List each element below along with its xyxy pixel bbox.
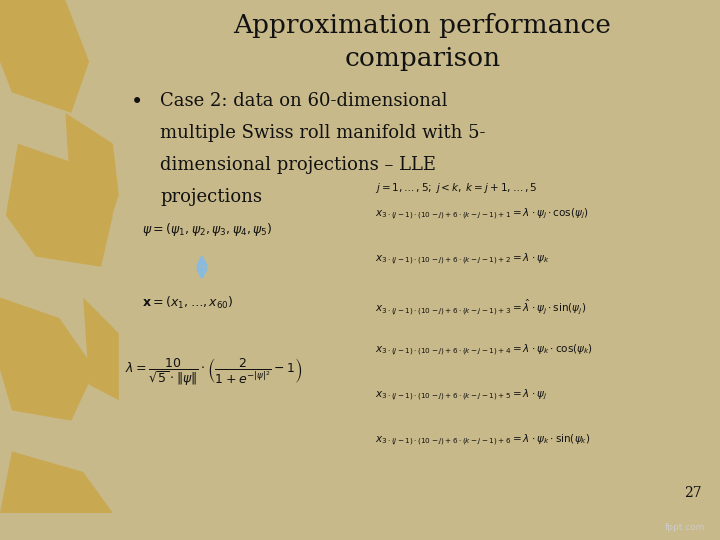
Polygon shape [0, 298, 95, 421]
Text: $x_{3\cdot(j-1)\cdot(10-j)+6\cdot(k-j-1)+5} = \lambda\cdot\psi_j$: $x_{3\cdot(j-1)\cdot(10-j)+6\cdot(k-j-1)… [374, 387, 547, 403]
Text: $x_{3\cdot(j-1)\cdot(10-j)+6\cdot(k-j-1)+6} = \lambda\cdot\psi_k\cdot\sin(\psi_k: $x_{3\cdot(j-1)\cdot(10-j)+6\cdot(k-j-1)… [374, 433, 590, 448]
Text: $x_{3\cdot(j-1)\cdot(10-j)+6\cdot(k-j-1)+4} = \lambda\cdot\psi_k\cdot\cos(\psi_k: $x_{3\cdot(j-1)\cdot(10-j)+6\cdot(k-j-1)… [374, 342, 593, 357]
Text: $j = 1,\ldots\,,5;\; j < k,\; k = j+1,\ldots\,,5$: $j = 1,\ldots\,,5;\; j < k,\; k = j+1,\l… [374, 180, 537, 194]
Text: $\mathbf{x} = (x_1, \ldots, x_{60})$: $\mathbf{x} = (x_1, \ldots, x_{60})$ [143, 295, 234, 311]
Text: $\psi = (\psi_1, \psi_2, \psi_3, \psi_4, \psi_5)$: $\psi = (\psi_1, \psi_2, \psi_3, \psi_4,… [143, 221, 273, 238]
Text: fppt.com: fppt.com [665, 523, 706, 532]
Text: $x_{3\cdot(j-1)\cdot(10-j)+6\cdot(k-j-1)+1} = \lambda\cdot\psi_j\cdot\cos(\psi_j: $x_{3\cdot(j-1)\cdot(10-j)+6\cdot(k-j-1)… [374, 207, 588, 222]
Text: •: • [130, 92, 143, 112]
Text: $x_{3\cdot(j-1)\cdot(10-j)+6\cdot(k-j-1)+2} = \lambda\cdot\psi_k$: $x_{3\cdot(j-1)\cdot(10-j)+6\cdot(k-j-1)… [374, 252, 549, 267]
Text: 27: 27 [685, 486, 702, 500]
Polygon shape [0, 0, 89, 113]
Text: projections: projections [161, 188, 262, 206]
Polygon shape [6, 144, 113, 267]
Text: Approximation performance: Approximation performance [233, 13, 611, 38]
Text: multiple Swiss roll manifold with 5-: multiple Swiss roll manifold with 5- [161, 124, 486, 142]
Polygon shape [0, 451, 113, 513]
Text: $\lambda = \dfrac{10}{\sqrt{5}\cdot\|\psi\|} \cdot \left(\dfrac{2}{1+e^{-|\psi|^: $\lambda = \dfrac{10}{\sqrt{5}\cdot\|\ps… [125, 356, 302, 388]
Polygon shape [66, 113, 119, 231]
Polygon shape [84, 298, 119, 400]
Text: $x_{3\cdot(j-1)\cdot(10-j)+6\cdot(k-j-1)+3} = \hat{\lambda}\cdot\psi_j\cdot\sin(: $x_{3\cdot(j-1)\cdot(10-j)+6\cdot(k-j-1)… [374, 297, 586, 317]
Text: comparison: comparison [344, 46, 500, 71]
Text: Case 2: data on 60-dimensional: Case 2: data on 60-dimensional [161, 92, 448, 110]
Text: dimensional projections – LLE: dimensional projections – LLE [161, 156, 436, 174]
